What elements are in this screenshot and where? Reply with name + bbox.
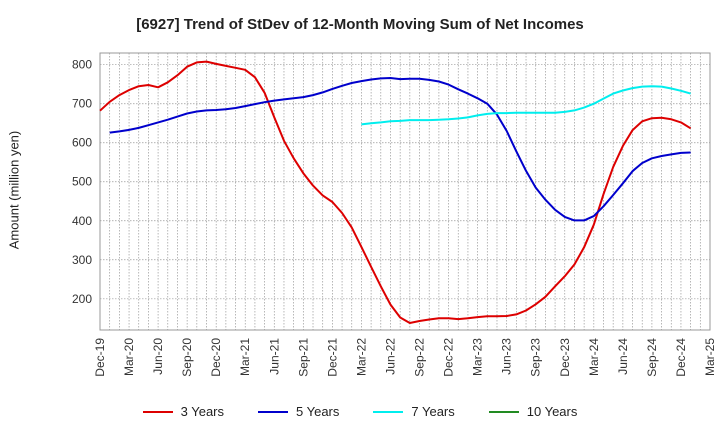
x-tick-label: Sep-20	[180, 338, 194, 377]
chart-title: [6927] Trend of StDev of 12-Month Moving…	[136, 16, 584, 33]
x-tick-label: Mar-23	[471, 338, 485, 376]
x-tick-label: Sep-21	[296, 338, 310, 377]
x-tick-label: Dec-23	[558, 338, 572, 377]
legend-swatch	[488, 410, 519, 413]
legend-swatch	[373, 410, 404, 413]
legend-label: 7 Years	[411, 404, 455, 419]
x-tick-label: Sep-23	[529, 338, 543, 377]
series-line-5-years	[109, 77, 691, 222]
legend-item: 10 Years	[488, 404, 578, 419]
series-line-3-years	[99, 60, 692, 324]
x-tick-label: Dec-20	[209, 338, 223, 377]
x-tick-label: Dec-24	[674, 338, 688, 377]
legend-swatch	[142, 410, 173, 413]
legend-item: 5 Years	[258, 404, 339, 419]
x-tick-label: Sep-24	[645, 338, 659, 377]
x-tick-label: Mar-25	[703, 338, 717, 376]
legend-item: 3 Years	[142, 404, 224, 419]
x-tick-label: Sep-22	[413, 338, 427, 377]
y-tick-label: 400	[72, 214, 92, 228]
legend-label: 10 Years	[526, 404, 578, 419]
legend-item: 7 Years	[373, 404, 455, 419]
plot-frame	[99, 52, 711, 331]
series-line-7-years	[361, 85, 691, 126]
y-tick-label: 600	[72, 136, 92, 150]
x-tick-label: Mar-24	[587, 338, 601, 376]
y-tick-label: 300	[72, 253, 92, 267]
legend-swatch	[258, 410, 288, 413]
x-tick-label: Mar-22	[354, 338, 368, 376]
x-tick-label: Jun-23	[500, 338, 514, 375]
x-tick-label: Dec-19	[93, 338, 107, 377]
x-tick-label: Jun-22	[383, 338, 397, 375]
x-tick-label: Dec-21	[325, 338, 339, 377]
x-tick-label: Dec-22	[442, 338, 456, 377]
y-tick-label: 800	[72, 58, 92, 72]
y-tick-label: 500	[72, 175, 92, 189]
legend: 3 Years 5 Years 7 Years 10 Years	[0, 404, 720, 419]
x-tick-label: Mar-20	[122, 338, 136, 376]
x-tick-label: Jun-20	[151, 338, 165, 375]
x-tick-label: Mar-21	[238, 338, 252, 376]
x-tick-label: Jun-21	[267, 338, 281, 375]
legend-label: 3 Years	[180, 404, 224, 419]
y-tick-label: 700	[72, 97, 92, 111]
x-tick-label: Jun-24	[616, 338, 630, 375]
y-tick-label: 200	[72, 292, 92, 306]
legend-label: 5 Years	[296, 404, 340, 419]
